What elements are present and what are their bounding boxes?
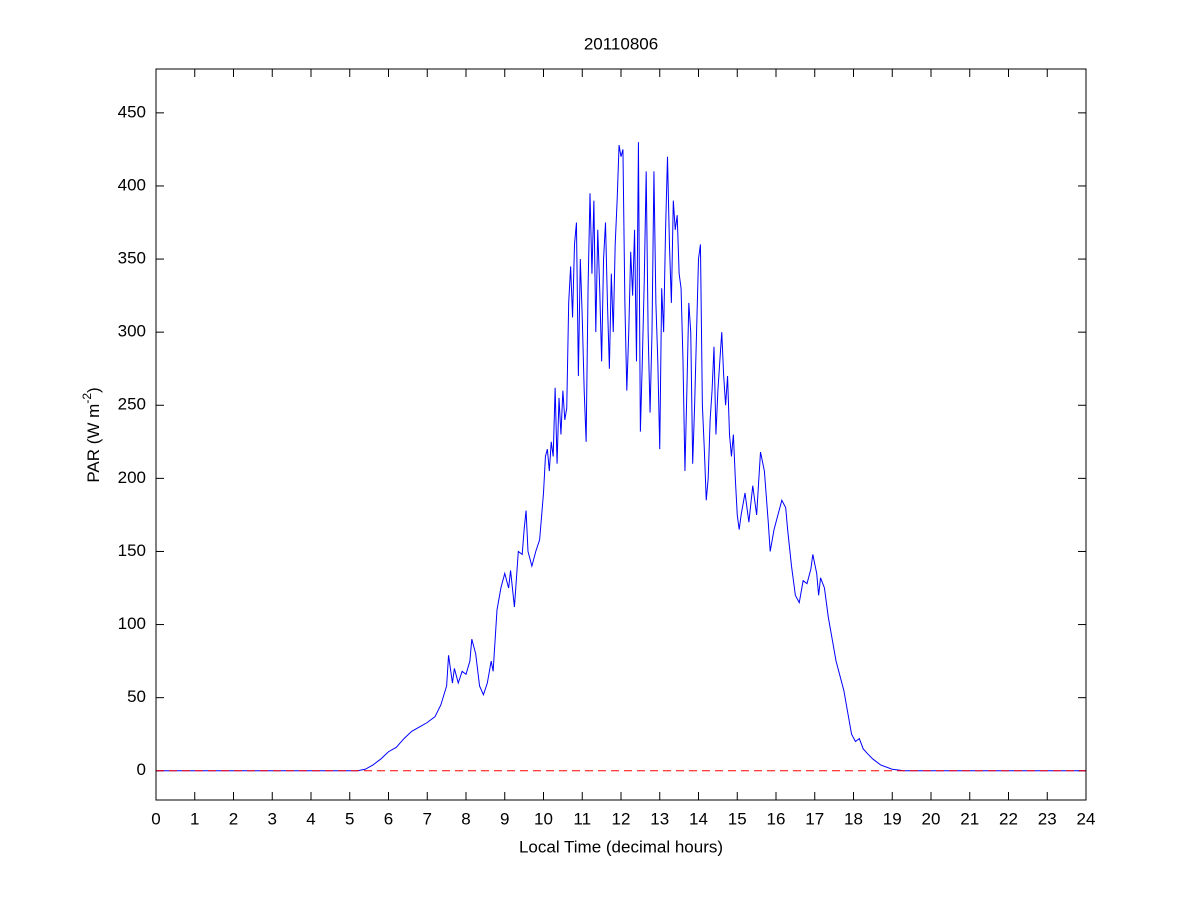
- plot-frame: [155, 68, 1087, 801]
- x-tick-label: 23: [1038, 809, 1057, 828]
- x-tick-label: 12: [612, 809, 631, 828]
- x-tick-label: 16: [767, 809, 786, 828]
- x-tick-label: 3: [268, 809, 277, 828]
- x-tick-label: 10: [534, 809, 553, 828]
- x-tick-label: 11: [573, 809, 591, 828]
- x-tick-label: 15: [728, 809, 747, 828]
- x-tick-label: 17: [805, 809, 824, 828]
- x-tick-label: 21: [960, 809, 979, 828]
- x-tick-label: 19: [883, 809, 902, 828]
- y-tick-label: 150: [118, 541, 146, 560]
- x-tick-label: 9: [500, 809, 509, 828]
- y-tick-label: 350: [118, 249, 146, 268]
- y-axis-label-sup: -2: [80, 393, 94, 404]
- data-line: [156, 142, 1086, 772]
- x-tick-label: 8: [461, 809, 470, 828]
- y-tick-label: 250: [118, 395, 146, 414]
- x-tick-label: 20: [922, 809, 941, 828]
- y-tick-label: 200: [118, 468, 146, 487]
- chart-title: 20110806: [584, 34, 658, 53]
- x-tick-label: 4: [306, 809, 315, 828]
- x-tick-label: 6: [384, 809, 393, 828]
- x-tick-label: 14: [689, 809, 708, 828]
- y-tick-label: 0: [137, 760, 146, 779]
- x-tick-label: 0: [151, 809, 160, 828]
- y-axis-label-text: PAR (W m: [84, 404, 103, 483]
- y-tick-label: 300: [118, 322, 146, 341]
- y-tick-label: 100: [118, 614, 146, 633]
- x-tick-label: 13: [650, 809, 669, 828]
- y-axis-label-end: ): [84, 387, 103, 393]
- x-tick-label: 1: [190, 809, 199, 828]
- x-tick-label: 24: [1077, 809, 1096, 828]
- x-tick-label: 5: [345, 809, 354, 828]
- x-tick-label: 2: [229, 809, 238, 828]
- x-axis-label: Local Time (decimal hours): [519, 837, 723, 856]
- y-axis-label: PAR (W m-2): [80, 387, 103, 482]
- x-tick-label: 22: [999, 809, 1018, 828]
- y-tick-label: 50: [127, 687, 146, 706]
- y-tick-label: 450: [118, 102, 146, 121]
- x-tick-label: 18: [844, 809, 863, 828]
- x-tick-label: 7: [423, 809, 432, 828]
- y-tick-label: 400: [118, 175, 146, 194]
